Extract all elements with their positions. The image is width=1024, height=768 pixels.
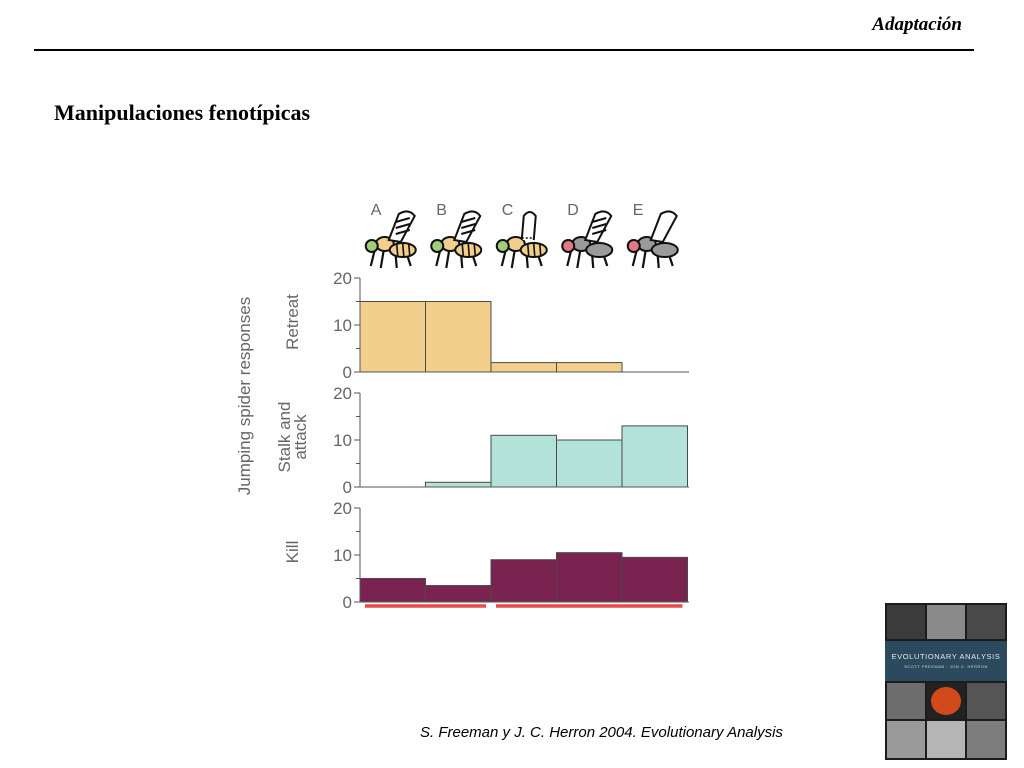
fly-icon-d: [561, 210, 614, 269]
fly-wing-band: [395, 229, 411, 235]
fly-stripe: [473, 243, 477, 257]
bar-c: [490, 362, 557, 373]
category-label-d: D: [567, 202, 579, 219]
jumping-spider-chart: A B C D E Jumping spider responses 20 10 0 Retr…: [235, 202, 689, 612]
y-tick-label: 20: [333, 384, 352, 403]
bar-e: [621, 425, 688, 488]
panel-kill: 20 10 0 Kill: [283, 499, 689, 612]
fly-wing-band: [395, 217, 411, 223]
category-label-e: E: [633, 202, 644, 219]
bar-a: [359, 578, 426, 603]
book-cover: EVOLUTIONARY ANALYSIS SCOTT FREEMAN · JO…: [885, 603, 1007, 760]
fly-wing-band: [395, 223, 411, 229]
panel-retreat: 20 10 0 Retreat: [283, 269, 689, 382]
panel-label: Kill: [283, 541, 302, 564]
bar-d: [556, 362, 623, 373]
book-cover-title: EVOLUTIONARY ANALYSIS: [891, 652, 1001, 661]
fly-head: [626, 239, 641, 253]
fly-head: [364, 239, 379, 253]
y-axis-label: Jumping spider responses: [235, 297, 254, 495]
y-tick-label: 0: [343, 593, 352, 612]
fly-stripe: [526, 243, 530, 257]
bar-b: [425, 585, 492, 603]
panel-label: Stalk and: [275, 402, 294, 473]
y-tick-label: 10: [333, 546, 352, 565]
fly-icon-a: [364, 210, 417, 269]
fly-icon-b: [430, 210, 483, 269]
fly-stripe: [538, 243, 542, 257]
fly-wing-band: [591, 223, 607, 229]
bar-e: [621, 556, 688, 603]
fly-head: [430, 239, 445, 253]
fly-wing-band: [591, 217, 607, 223]
fly-icon-c: [495, 211, 548, 269]
fly-stripe: [532, 243, 536, 257]
fly-stripe: [401, 243, 405, 257]
fly-stripe: [467, 243, 471, 257]
bar-a: [359, 301, 426, 373]
panel-label: Retreat: [283, 294, 302, 350]
fly-stripe: [461, 243, 465, 257]
fly-wing-band: [591, 229, 607, 235]
header-title: Adaptación: [872, 14, 962, 35]
y-tick-label: 0: [343, 363, 352, 382]
bar-d: [556, 552, 623, 603]
slide-title: Manipulaciones fenotípicas: [54, 100, 311, 125]
fly-stripe: [395, 243, 399, 257]
panel-label: attack: [291, 414, 310, 460]
fly-icons: [364, 210, 679, 269]
book-cover-photo: [931, 687, 961, 715]
bar-b: [425, 301, 492, 373]
bar-c: [490, 434, 557, 488]
category-label-c: C: [502, 202, 514, 219]
fly-stripe: [407, 243, 411, 257]
y-tick-label: 0: [343, 478, 352, 497]
bar-c: [490, 559, 557, 603]
fly-abdomen: [585, 242, 614, 258]
category-label-b: B: [436, 202, 447, 219]
category-label-a: A: [371, 202, 382, 219]
y-tick-label: 10: [333, 431, 352, 450]
fly-wing-band: [460, 217, 476, 223]
fly-head: [561, 239, 576, 253]
category-labels: A B C D E: [371, 202, 644, 219]
bar-d: [556, 439, 623, 488]
bar-b: [425, 481, 492, 488]
book-cover-authors: SCOTT FREEMAN · JON C. HERRON: [904, 664, 988, 669]
fly-icon-e: [626, 210, 679, 269]
fly-wing-band: [460, 223, 476, 229]
fly-abdomen: [650, 242, 679, 258]
fly-wing: [649, 210, 678, 244]
fly-wing-band: [460, 229, 476, 235]
header-divider: [34, 49, 974, 51]
fly-wing: [520, 211, 537, 241]
y-tick-label: 20: [333, 269, 352, 288]
y-tick-label: 10: [333, 316, 352, 335]
book-cover-band: EVOLUTIONARY ANALYSIS SCOTT FREEMAN · JO…: [885, 641, 1007, 681]
citation: S. Freeman y J. C. Herron 2004. Evolutio…: [420, 724, 783, 741]
y-tick-label: 20: [333, 499, 352, 518]
fly-head: [495, 239, 510, 253]
